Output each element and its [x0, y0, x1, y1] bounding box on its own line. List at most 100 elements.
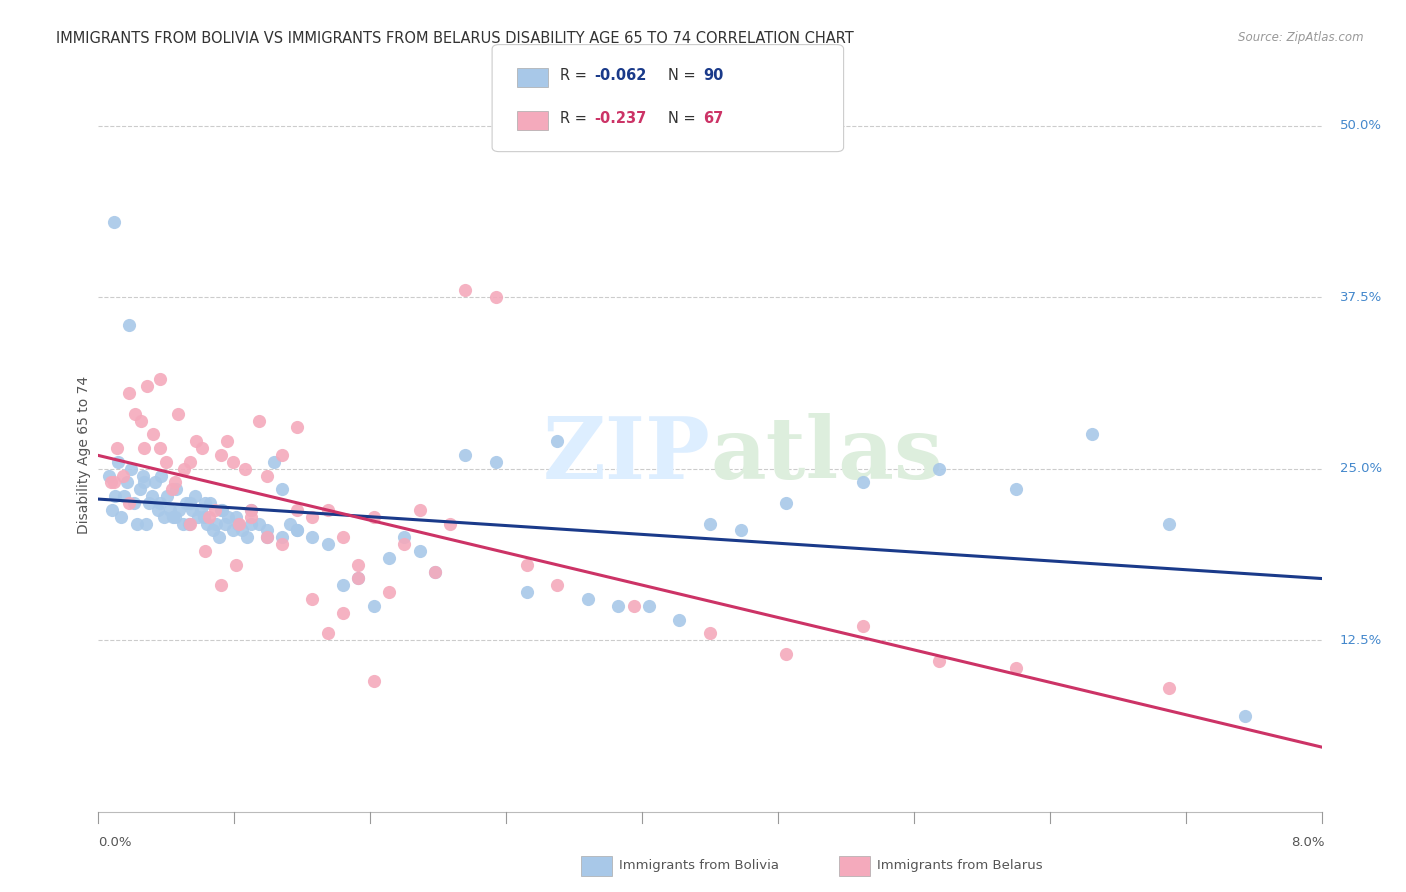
Point: [211, 503, 233, 517]
Point: [149, 441, 172, 455]
Point: [454, 448, 477, 462]
Point: [191, 441, 214, 455]
Point: [103, 214, 125, 228]
Point: [363, 599, 385, 613]
Point: [118, 318, 141, 332]
Text: Immigrants from Bolivia: Immigrants from Bolivia: [619, 859, 779, 871]
Point: [134, 475, 156, 490]
Point: [332, 530, 354, 544]
Point: [775, 496, 797, 510]
Point: [928, 654, 950, 668]
Point: [184, 489, 207, 503]
Point: [1081, 427, 1104, 442]
Point: [194, 544, 217, 558]
Point: [169, 503, 191, 517]
Point: [173, 461, 195, 475]
Point: [546, 578, 568, 592]
Point: [179, 455, 201, 469]
Point: [775, 647, 797, 661]
Point: [222, 524, 245, 538]
Point: [156, 489, 179, 503]
Point: [193, 509, 215, 524]
Point: [132, 468, 155, 483]
Point: [118, 386, 141, 401]
Text: R =: R =: [560, 69, 591, 83]
Text: 25.0%: 25.0%: [1340, 462, 1382, 475]
Point: [122, 496, 145, 510]
Point: [172, 516, 194, 531]
Point: [179, 496, 201, 510]
Point: [128, 482, 150, 496]
Point: [194, 496, 217, 510]
Point: [515, 558, 537, 572]
Point: [332, 578, 354, 592]
Point: [278, 516, 301, 531]
Point: [204, 503, 226, 517]
Point: [852, 619, 875, 633]
Point: [408, 544, 430, 558]
Point: [107, 455, 129, 469]
Point: [1004, 482, 1026, 496]
Point: [285, 524, 308, 538]
Point: [179, 516, 201, 531]
Point: [1234, 708, 1257, 723]
Point: [111, 468, 134, 483]
Point: [454, 283, 477, 297]
Point: [142, 427, 165, 442]
Point: [177, 516, 200, 531]
Point: [256, 468, 278, 483]
Point: [104, 489, 127, 503]
Point: [270, 530, 294, 544]
Point: [485, 455, 508, 469]
Point: [125, 516, 148, 531]
Point: [247, 516, 270, 531]
Point: [222, 455, 245, 469]
Point: [576, 592, 599, 607]
Point: [301, 509, 323, 524]
Point: [217, 509, 239, 524]
Point: [363, 674, 385, 689]
Point: [668, 613, 690, 627]
Text: 8.0%: 8.0%: [1291, 836, 1324, 848]
Point: [100, 475, 122, 490]
Point: [214, 516, 236, 531]
Point: [363, 509, 385, 524]
Point: [730, 524, 752, 538]
Point: [301, 530, 323, 544]
Point: [135, 516, 157, 531]
Point: [240, 503, 263, 517]
Text: -0.237: -0.237: [595, 112, 647, 126]
Point: [485, 290, 508, 304]
Point: [270, 482, 294, 496]
Point: [699, 516, 721, 531]
Point: [149, 496, 172, 510]
Point: [143, 475, 166, 490]
Text: R =: R =: [560, 112, 591, 126]
Point: [103, 475, 125, 490]
Point: [190, 503, 212, 517]
Point: [120, 461, 142, 475]
Point: [1157, 681, 1180, 696]
Point: [623, 599, 645, 613]
Point: [98, 468, 121, 483]
Point: [285, 503, 308, 517]
Point: [256, 524, 278, 538]
Point: [149, 372, 172, 386]
Point: [150, 468, 173, 483]
Point: [110, 509, 132, 524]
Point: [226, 516, 249, 531]
Point: [332, 606, 354, 620]
Point: [117, 475, 139, 490]
Text: N =: N =: [668, 112, 700, 126]
Point: [209, 503, 232, 517]
Point: [146, 503, 169, 517]
Point: [112, 489, 135, 503]
Point: [187, 509, 209, 524]
Point: [153, 509, 176, 524]
Point: [231, 524, 253, 538]
Point: [637, 599, 661, 613]
Point: [180, 503, 202, 517]
Point: [270, 537, 294, 551]
Point: [209, 578, 232, 592]
Text: 90: 90: [703, 69, 723, 83]
